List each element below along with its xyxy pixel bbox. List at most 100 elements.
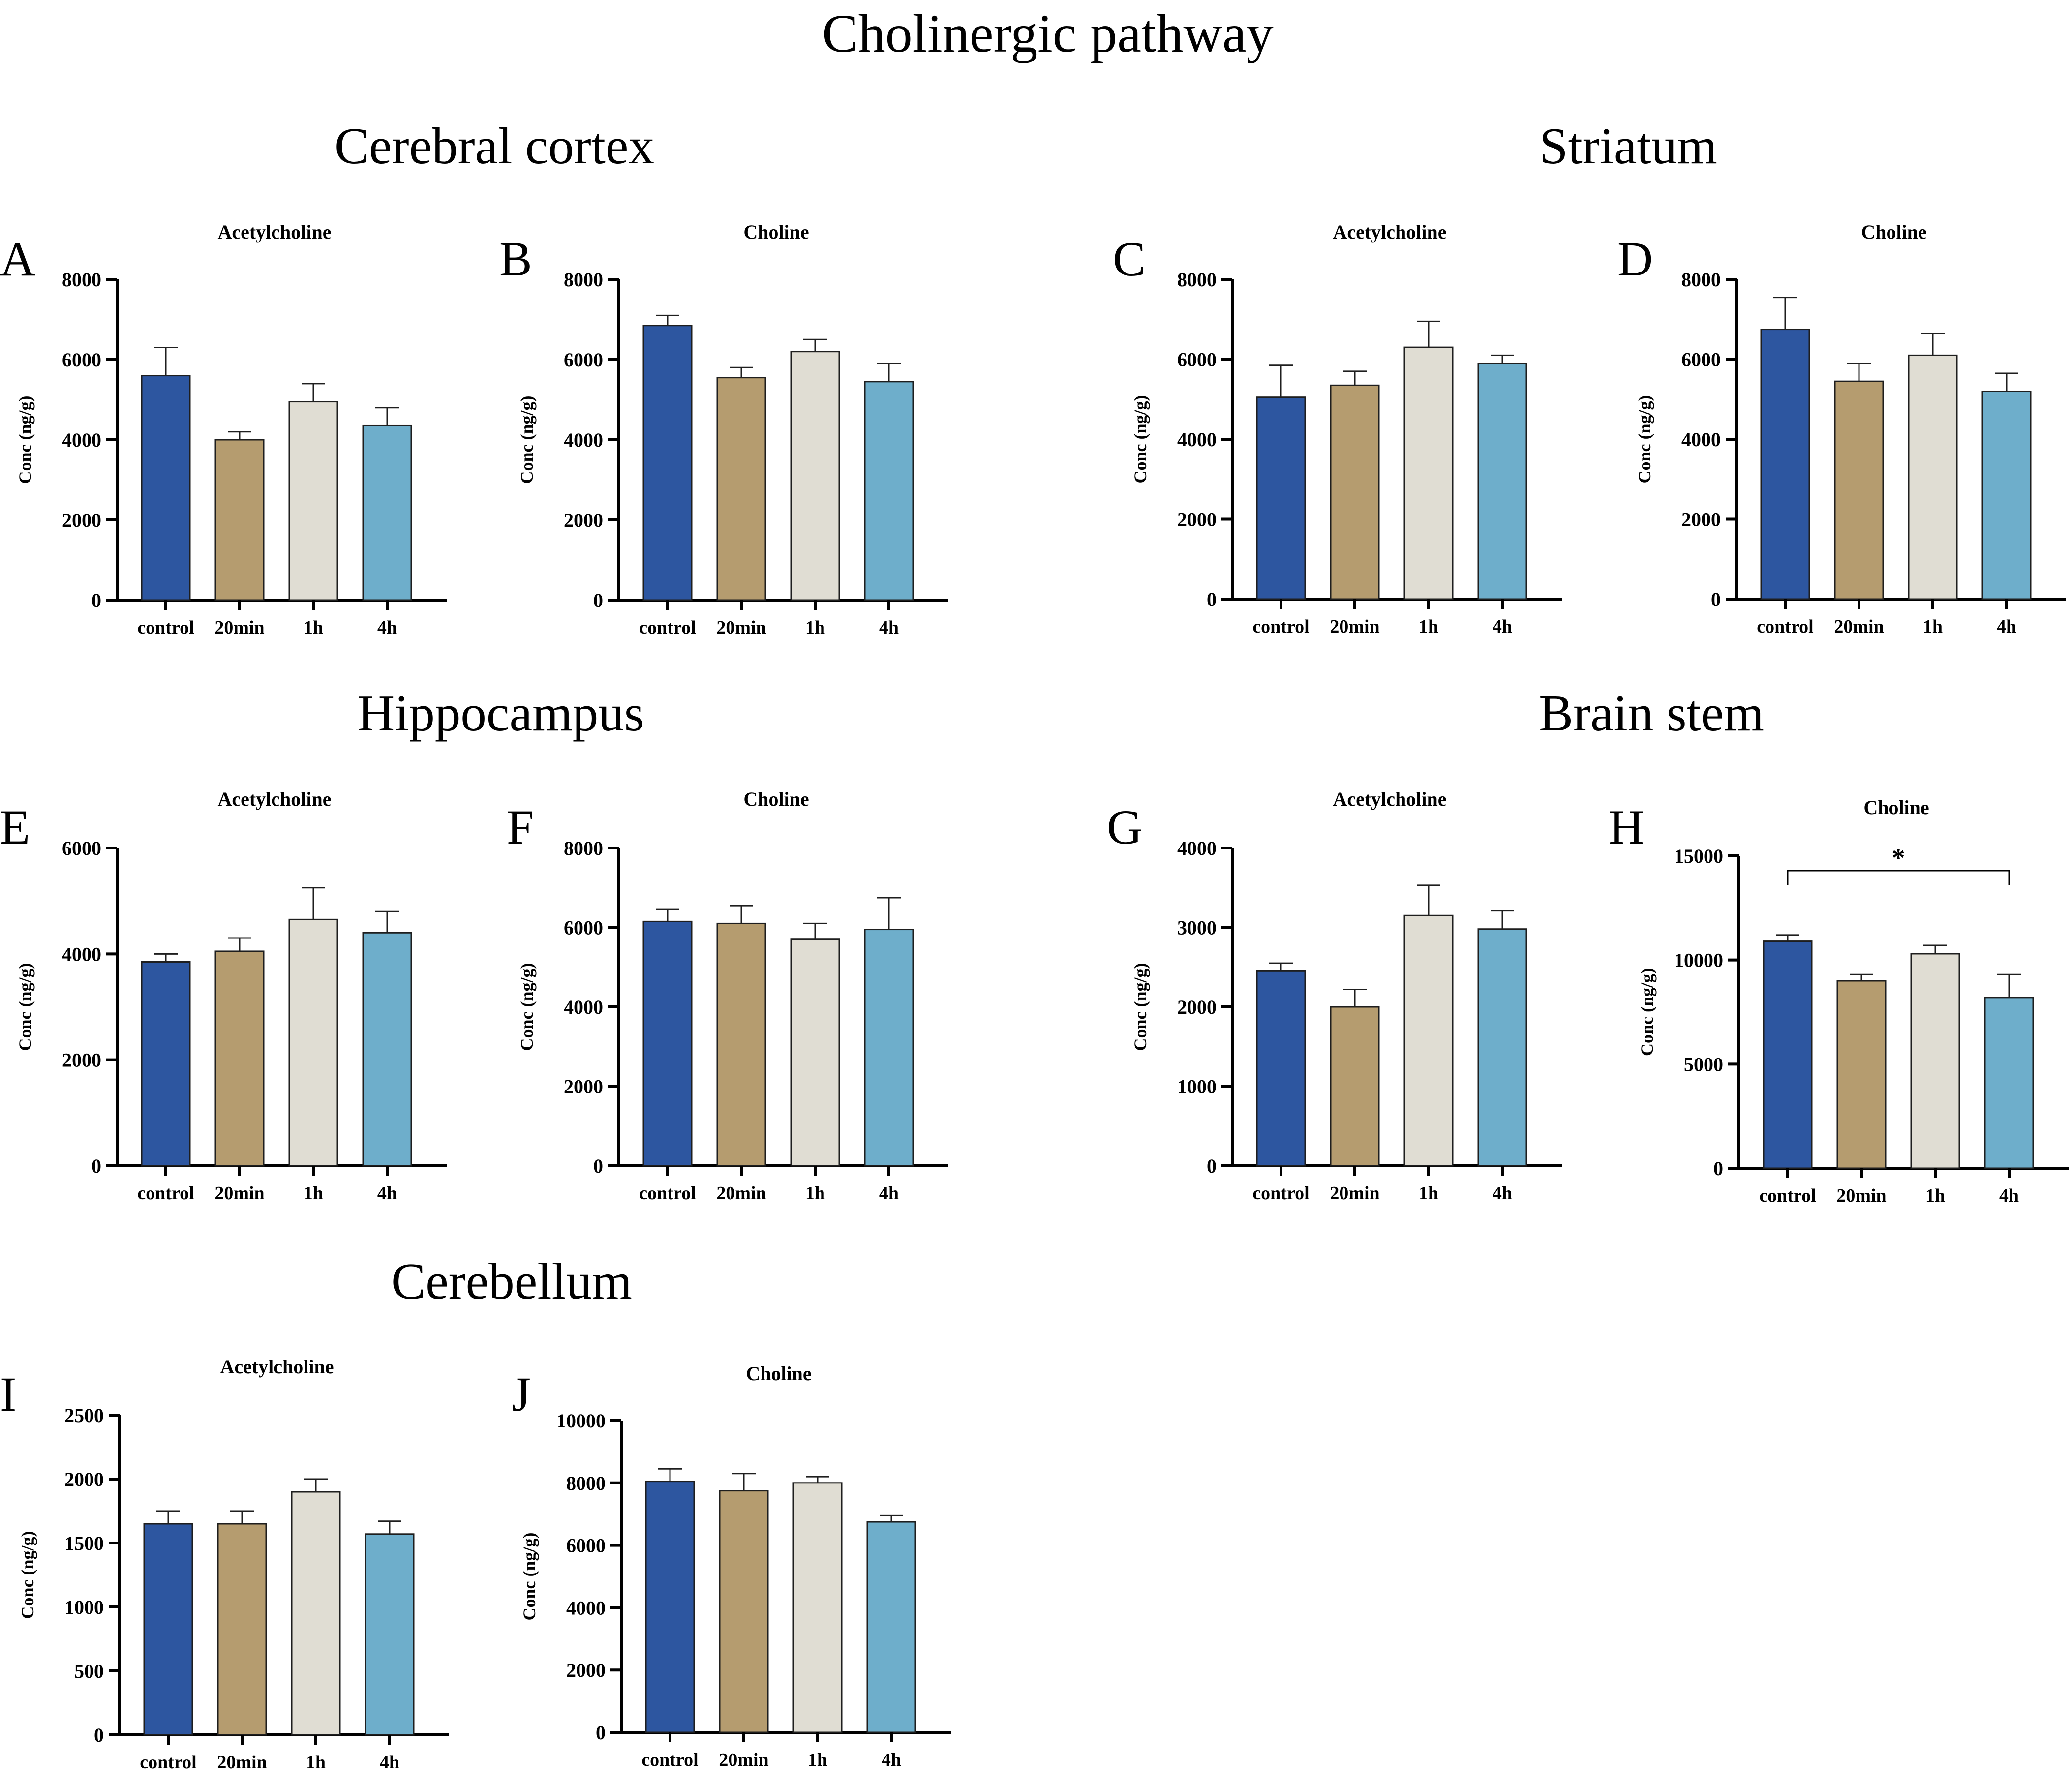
y-tick-label: 500 [74,1660,104,1682]
bar-20min [1836,980,1887,1169]
x-tick-label: 4h [879,1183,899,1204]
x-tick-label: control [137,1183,194,1204]
panel-letter: A [0,232,35,286]
x-tick-label: 20min [214,1183,264,1204]
x-tick-label: 1h [805,1183,825,1204]
y-axis-label: Conc (ng/g) [15,963,35,1051]
bar-1h [1908,354,1958,600]
y-tick-label: 8000 [1177,269,1217,291]
panel-letter: C [1113,232,1146,286]
y-tick-label: 0 [593,589,603,611]
y-tick-label: 6000 [1177,349,1217,371]
chart-panel-e: E Acetylcholine Conc (ng/g) 0 2000 4000 6000 co… [0,788,447,1204]
x-tick-label: control [140,1752,196,1773]
bar-4h [866,1521,916,1733]
y-tick-label: 0 [1713,1157,1723,1180]
x-tick-label: 1h [1419,616,1438,637]
bar-1h [792,1482,843,1733]
x-tick-label: control [1759,1185,1816,1206]
chart-title: Choline [743,788,809,810]
y-axis-label: Conc (ng/g) [18,1531,37,1619]
chart-panel-i: I Acetylcholine Conc (ng/g) 0 500 1000 1500 200… [0,1356,449,1773]
x-tick-label: 20min [716,1183,766,1204]
y-axis-label: Conc (ng/g) [519,1533,539,1621]
bar-1h [291,1491,341,1736]
bar-4h [1981,391,2032,600]
bar-4h [362,424,412,601]
x-tick-label: 4h [879,617,899,638]
region-title-striatum: Striatum [1539,117,1717,175]
x-tick-label: 20min [716,617,766,638]
y-tick-label: 6000 [564,349,603,371]
chart-panel-f: F Choline Conc (ng/g) 0 2000 4000 6000 8000 cont… [507,788,948,1204]
region-title-cerebellum: Cerebellum [391,1252,632,1310]
y-tick-label: 8000 [566,1472,606,1494]
y-tick-label: 0 [1207,1155,1217,1177]
x-tick-label: 4h [380,1752,399,1773]
y-tick-label: 2000 [1681,509,1721,531]
panel-letter: I [0,1367,16,1422]
y-tick-label: 4000 [1177,428,1217,451]
y-axis-label: Conc (ng/g) [517,963,537,1051]
bar-20min [716,922,766,1167]
bar-control [141,375,191,601]
y-tick-label: 6000 [62,349,101,371]
panel-letter: B [499,232,532,286]
chart-panel-b: B Choline Conc (ng/g) 0 2000 4000 6000 8000 cont… [499,221,948,638]
charts-layer: A Acetylcholine Conc (ng/g) 0 2000 4000 6000 80… [0,221,2069,1773]
y-tick-label: 2000 [564,509,603,531]
chart-title: Acetylcholine [217,221,331,243]
x-tick-label: 4h [377,617,397,638]
chart-title: Choline [1861,221,1926,243]
chart-panel-g: G Acetylcholine Conc (ng/g) 0 1000 2000 3000 40… [1107,788,1562,1204]
x-tick-label: 4h [1493,1183,1512,1204]
bar-4h [864,381,914,601]
x-tick-label: 20min [1834,616,1884,637]
y-tick-label: 2000 [64,1468,104,1490]
x-tick-label: control [1252,1183,1309,1204]
y-axis-label: Conc (ng/g) [1637,968,1657,1056]
x-tick-label: 20min [1836,1185,1886,1206]
y-tick-label: 2000 [62,509,101,531]
x-tick-label: 4h [1997,616,2016,637]
x-tick-label: control [137,617,194,638]
bar-1h [790,351,840,601]
x-tick-label: 20min [719,1750,768,1770]
y-axis-label: Conc (ng/g) [517,396,537,484]
bar-1h [1403,914,1454,1167]
bar-1h [790,938,840,1167]
bar-4h [1984,997,2034,1169]
y-tick-label: 0 [1207,588,1217,610]
bar-20min [1330,384,1380,600]
y-tick-label: 4000 [566,1597,606,1619]
y-tick-label: 6000 [62,837,101,859]
y-tick-label: 0 [1711,588,1721,610]
x-tick-label: control [639,1183,696,1204]
bar-control [642,325,693,601]
chart-title: Acetylcholine [1333,221,1446,243]
x-tick-label: 1h [306,1752,326,1773]
chart-panel-c: C Acetylcholine Conc (ng/g) 0 2000 4000 6000 80… [1113,221,1562,637]
y-tick-label: 1000 [1177,1076,1217,1098]
chart-title: Acetylcholine [217,788,331,810]
y-tick-label: 0 [91,1155,101,1177]
y-tick-label: 8000 [1681,269,1721,291]
y-tick-label: 0 [593,1155,603,1177]
y-tick-label: 0 [596,1722,606,1744]
y-tick-label: 4000 [1177,837,1217,859]
panel-letter: J [512,1367,531,1422]
y-tick-label: 2000 [566,1659,606,1681]
x-tick-label: control [639,617,696,638]
x-tick-label: 20min [1330,616,1379,637]
y-tick-label: 0 [94,1724,104,1746]
bar-20min [719,1490,769,1733]
chart-panel-a: A Acetylcholine Conc (ng/g) 0 2000 4000 6000 80… [0,221,447,638]
bar-4h [1477,928,1527,1167]
y-tick-label: 4000 [62,429,101,451]
chart-title: Acetylcholine [220,1356,334,1378]
significance-bracket [1787,870,2010,885]
bar-4h [864,929,914,1167]
region-title-brain-stem: Brain stem [1539,684,1764,742]
y-tick-label: 2500 [64,1404,104,1426]
bar-1h [1403,346,1454,600]
